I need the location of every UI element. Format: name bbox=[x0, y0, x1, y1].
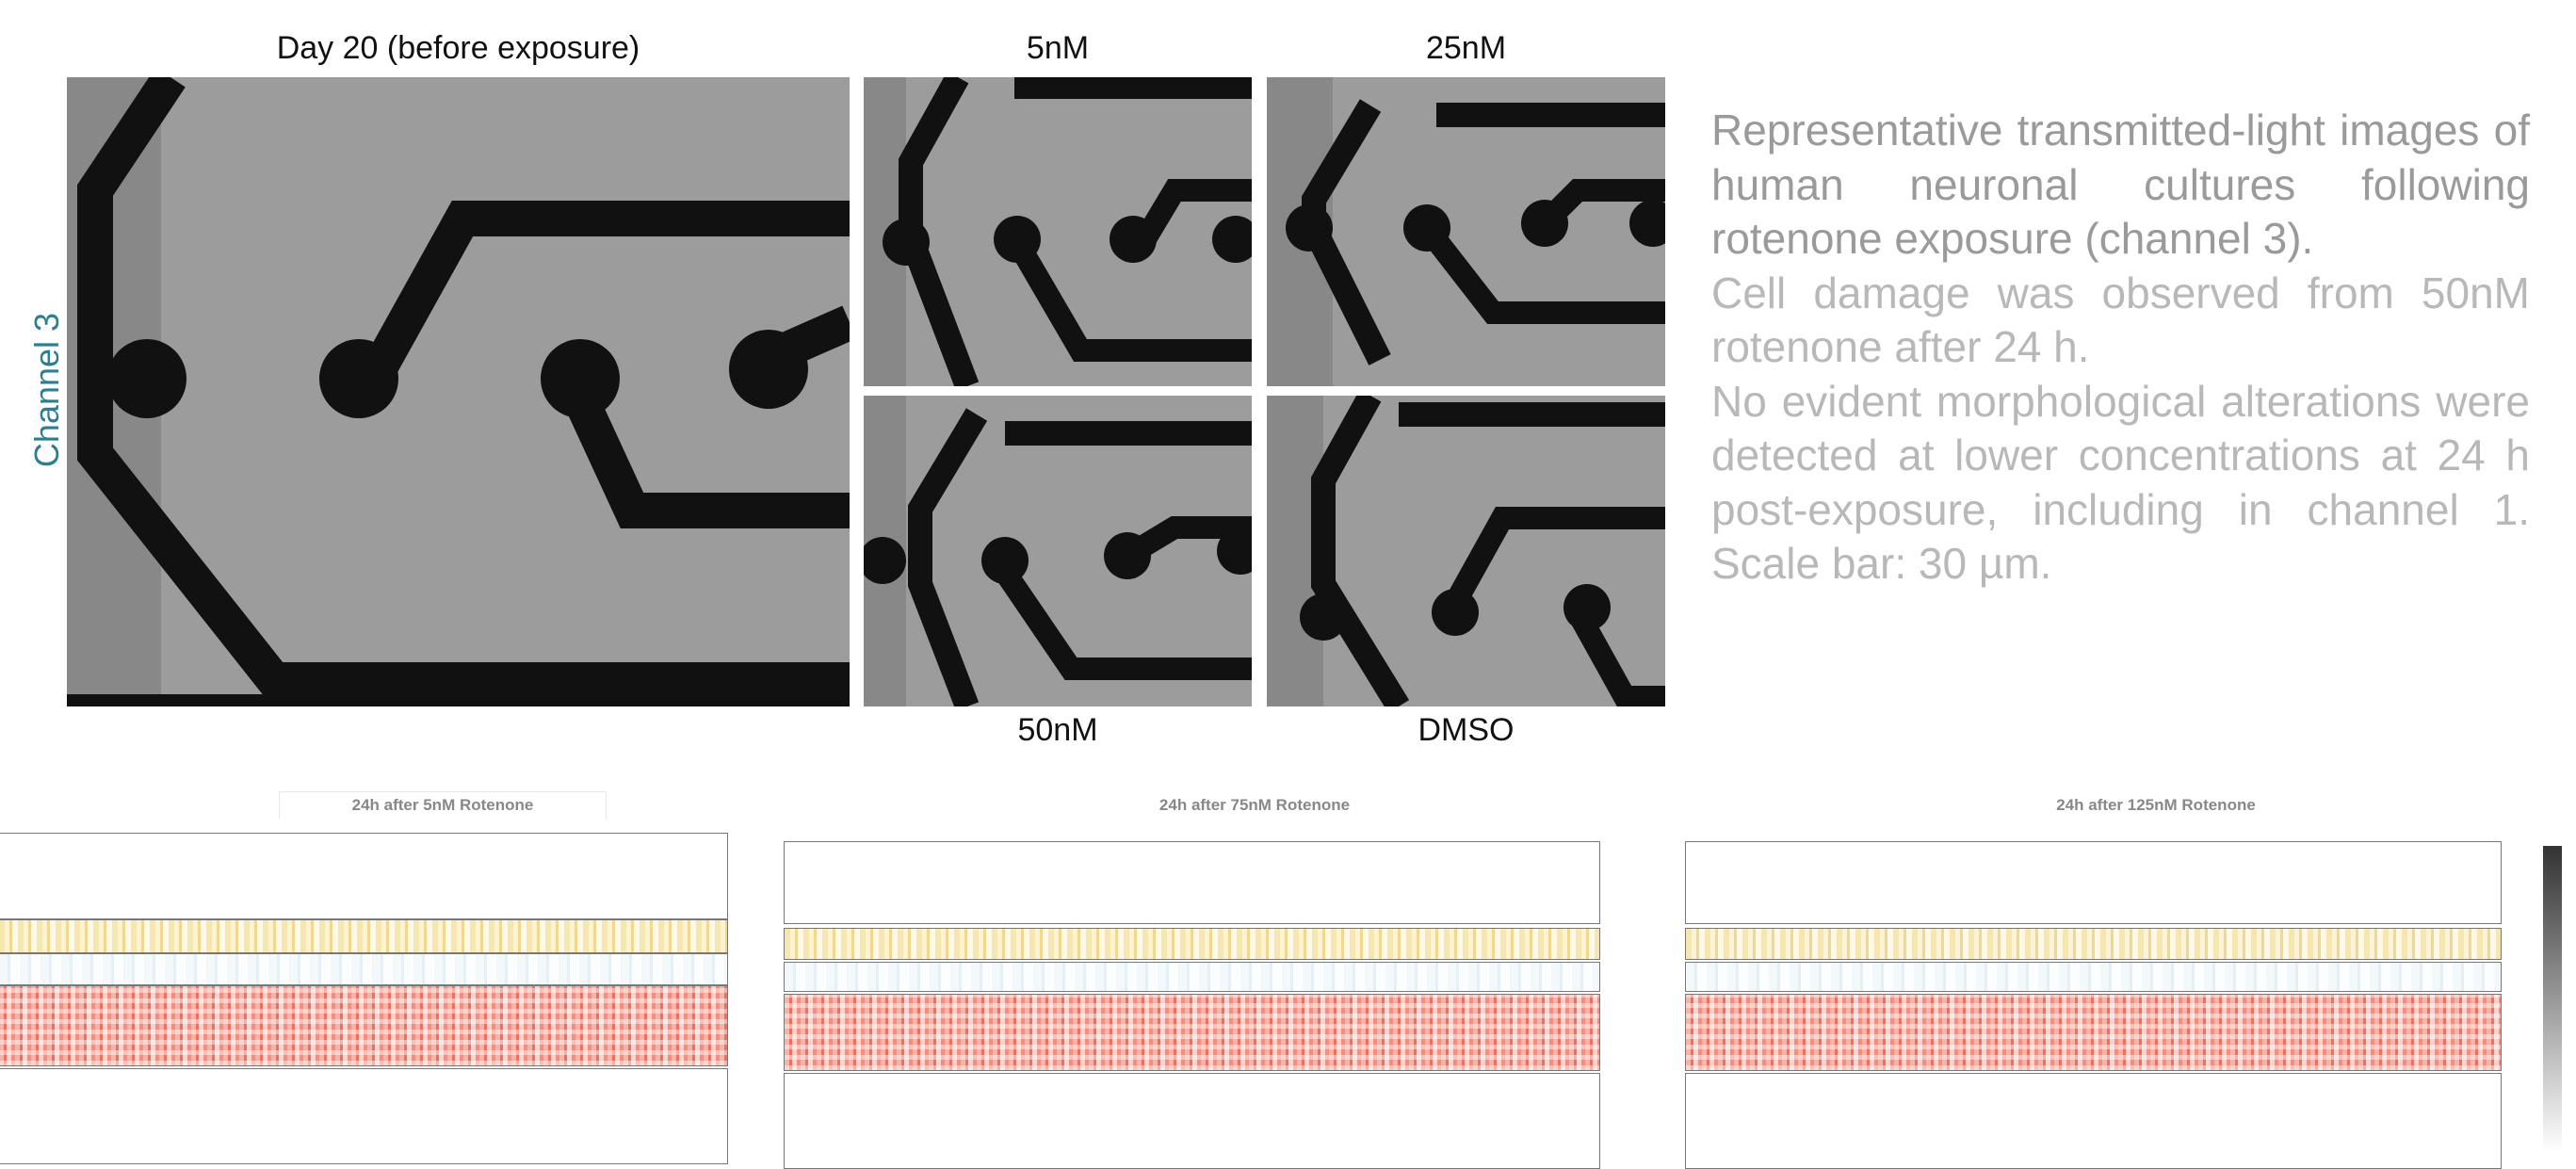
page: Day 20 (before exposure) 5nM 25nM 50nM D… bbox=[0, 0, 2576, 1153]
heatmap bbox=[0, 833, 728, 1158]
heatmap-title: 24h after 125nM Rotenone bbox=[1685, 796, 2576, 815]
channel-label: Channel 3 bbox=[27, 305, 67, 475]
micrograph bbox=[1267, 77, 1665, 386]
colorbar bbox=[2543, 846, 2562, 1153]
micrograph bbox=[67, 77, 850, 706]
caption-line: Representative transmitted-light images … bbox=[1711, 104, 2530, 267]
heatmap bbox=[1685, 841, 2502, 1161]
micrograph bbox=[1267, 396, 1665, 706]
caption-line: Cell damage was observed from 50nM roten… bbox=[1711, 267, 2530, 375]
panel-title: DMSO bbox=[1267, 712, 1665, 749]
panel-title: 25nM bbox=[1267, 30, 1665, 67]
panel-title: 5nM bbox=[864, 30, 1252, 67]
heatmap-title: 24h after 75nM Rotenone bbox=[784, 796, 1725, 815]
heatmap-title: 24h after 5nM Rotenone bbox=[0, 796, 885, 815]
panel-title: Day 20 (before exposure) bbox=[67, 30, 850, 67]
heatmap bbox=[784, 841, 1600, 1161]
micrograph bbox=[864, 77, 1252, 386]
panel-title: 50nM bbox=[864, 712, 1252, 749]
micrograph bbox=[864, 396, 1252, 706]
caption-line: No evident morphological alterations wer… bbox=[1711, 375, 2530, 592]
caption: Representative transmitted-light images … bbox=[1711, 104, 2530, 592]
